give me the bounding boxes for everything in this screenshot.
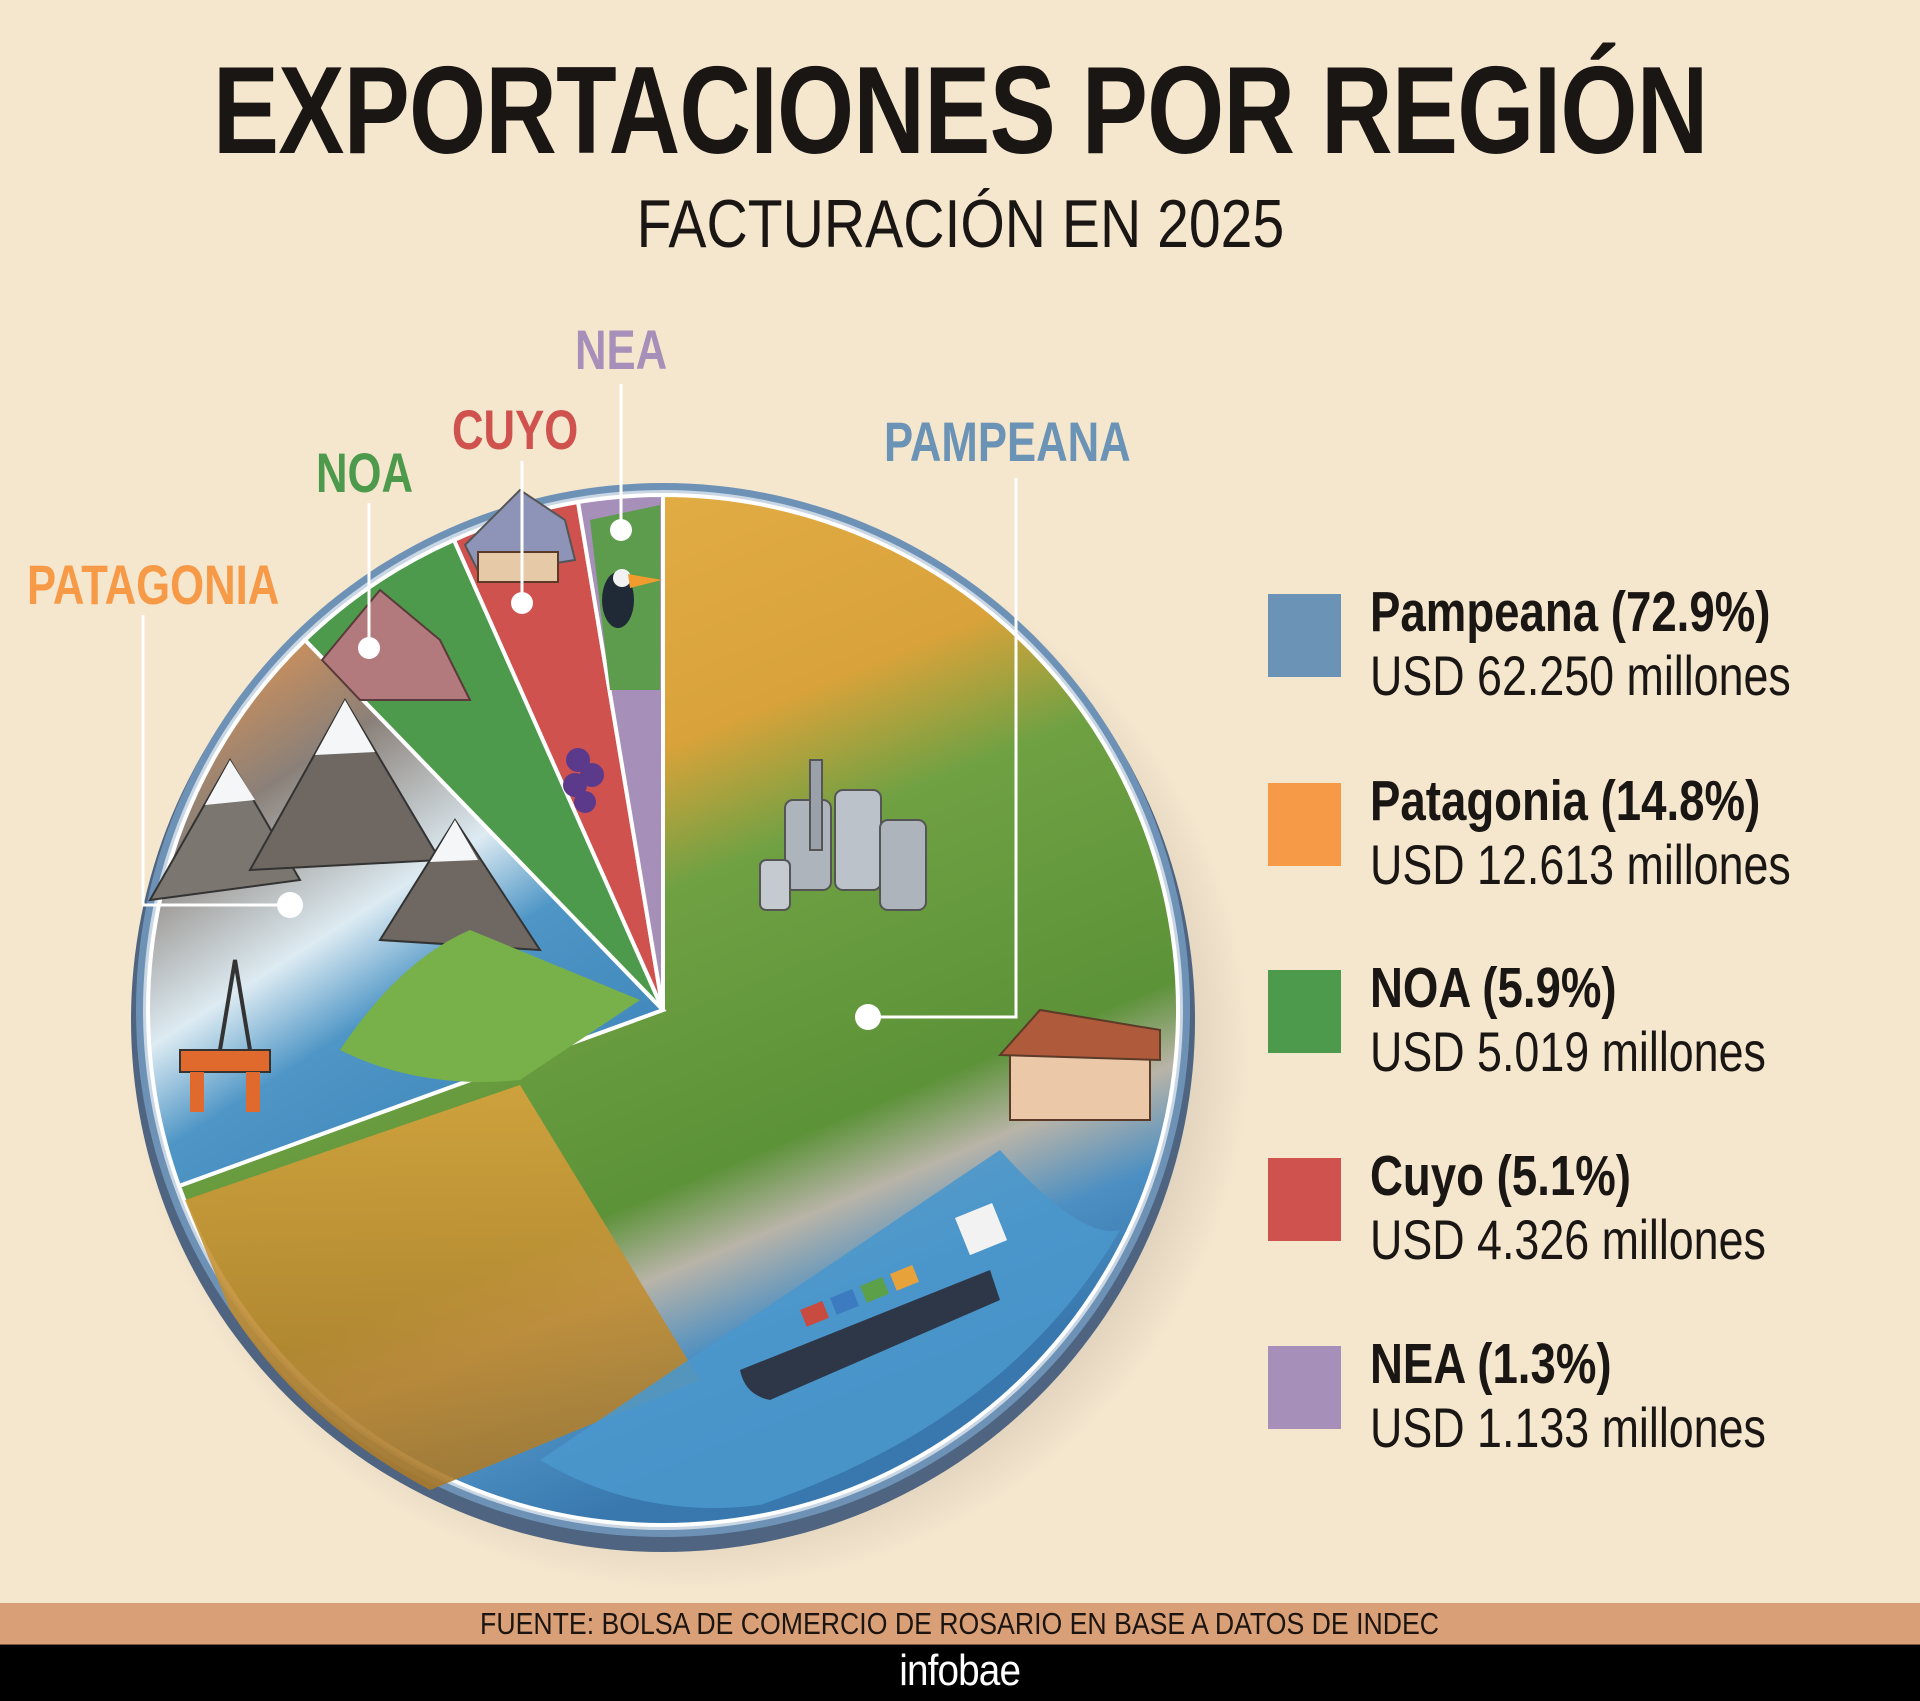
brand-bar: infobae	[0, 1645, 1920, 1701]
leader-lines	[141, 384, 1018, 1019]
legend-title: Cuyo (5.1%)	[1370, 1144, 1631, 1208]
grain-silos-icon	[759, 759, 927, 911]
leader-dot-cuyo	[511, 592, 533, 614]
region-label-patagonia: PATAGONIA	[27, 553, 280, 616]
title-container: EXPORTACIONES POR REGIÓN	[0, 46, 1920, 176]
legend-title: Pampeana (72.9%)	[1370, 580, 1771, 644]
legend-swatch-noa	[1268, 970, 1341, 1053]
leader-dot-noa	[358, 637, 380, 659]
legend-value: USD 1.133 millones	[1370, 1396, 1766, 1459]
source-text: FUENTE: BOLSA DE COMERCIO DE ROSARIO EN …	[480, 1606, 1440, 1641]
leader-dot-pampeana	[855, 1004, 881, 1030]
legend-title: NOA (5.9%)	[1370, 956, 1617, 1020]
legend-item-noa: NOA (5.9%) USD 5.019 millones	[1268, 958, 1908, 1082]
leader-dot-patagonia	[277, 892, 303, 918]
cargo-ship-icon	[740, 1203, 1008, 1400]
region-label-nea: NEA	[575, 318, 668, 381]
pasture-illustration	[340, 930, 640, 1082]
legend-value: USD 4.326 millones	[1370, 1208, 1766, 1271]
region-label-cuyo: CUYO	[452, 398, 579, 461]
legend-title: Patagonia (14.8%)	[1370, 769, 1761, 833]
oil-platform-icon	[179, 959, 271, 1112]
grapes-icon	[563, 748, 604, 813]
legend-value: USD 62.250 millones	[1370, 644, 1791, 707]
legend-swatch-patagonia	[1268, 783, 1341, 866]
page-subtitle: FACTURACIÓN EN 2025	[636, 186, 1284, 262]
mountains-icon	[148, 697, 542, 952]
legend-value: USD 12.613 millones	[1370, 833, 1791, 896]
page-title: EXPORTACIONES POR REGIÓN	[212, 42, 1709, 180]
legend-item-cuyo: Cuyo (5.1%) USD 4.326 millones	[1268, 1146, 1908, 1270]
legend-item-nea: NEA (1.3%) USD 1.133 millones	[1268, 1334, 1908, 1458]
subtitle-container: FACTURACIÓN EN 2025	[0, 188, 1920, 260]
legend-item-patagonia: Patagonia (14.8%) USD 12.613 millones	[1268, 771, 1908, 895]
legend-swatch-pampeana	[1268, 594, 1341, 677]
source-band: FUENTE: BOLSA DE COMERCIO DE ROSARIO EN …	[0, 1603, 1920, 1646]
wheat-field-illustration	[185, 1085, 700, 1490]
region-label-noa: NOA	[316, 441, 414, 504]
legend-swatch-nea	[1268, 1346, 1341, 1429]
region-label-pampeana: PAMPEANA	[884, 410, 1131, 473]
legend-title: NEA (1.3%)	[1370, 1332, 1612, 1396]
winery-icon	[477, 551, 559, 583]
leader-line-patagonia	[141, 615, 290, 907]
farmhouse-icon	[997, 1008, 1161, 1121]
leader-dots	[277, 519, 881, 1030]
infobae-logo[interactable]: infobae	[899, 1646, 1022, 1695]
legend-item-pampeana: Pampeana (72.9%) USD 62.250 millones	[1268, 582, 1908, 706]
legend-value: USD 5.019 millones	[1370, 1020, 1766, 1083]
toucan-icon	[602, 569, 662, 628]
leader-dot-nea	[610, 519, 632, 541]
leader-line-pampeana	[868, 478, 1018, 1019]
legend-swatch-cuyo	[1268, 1158, 1341, 1241]
